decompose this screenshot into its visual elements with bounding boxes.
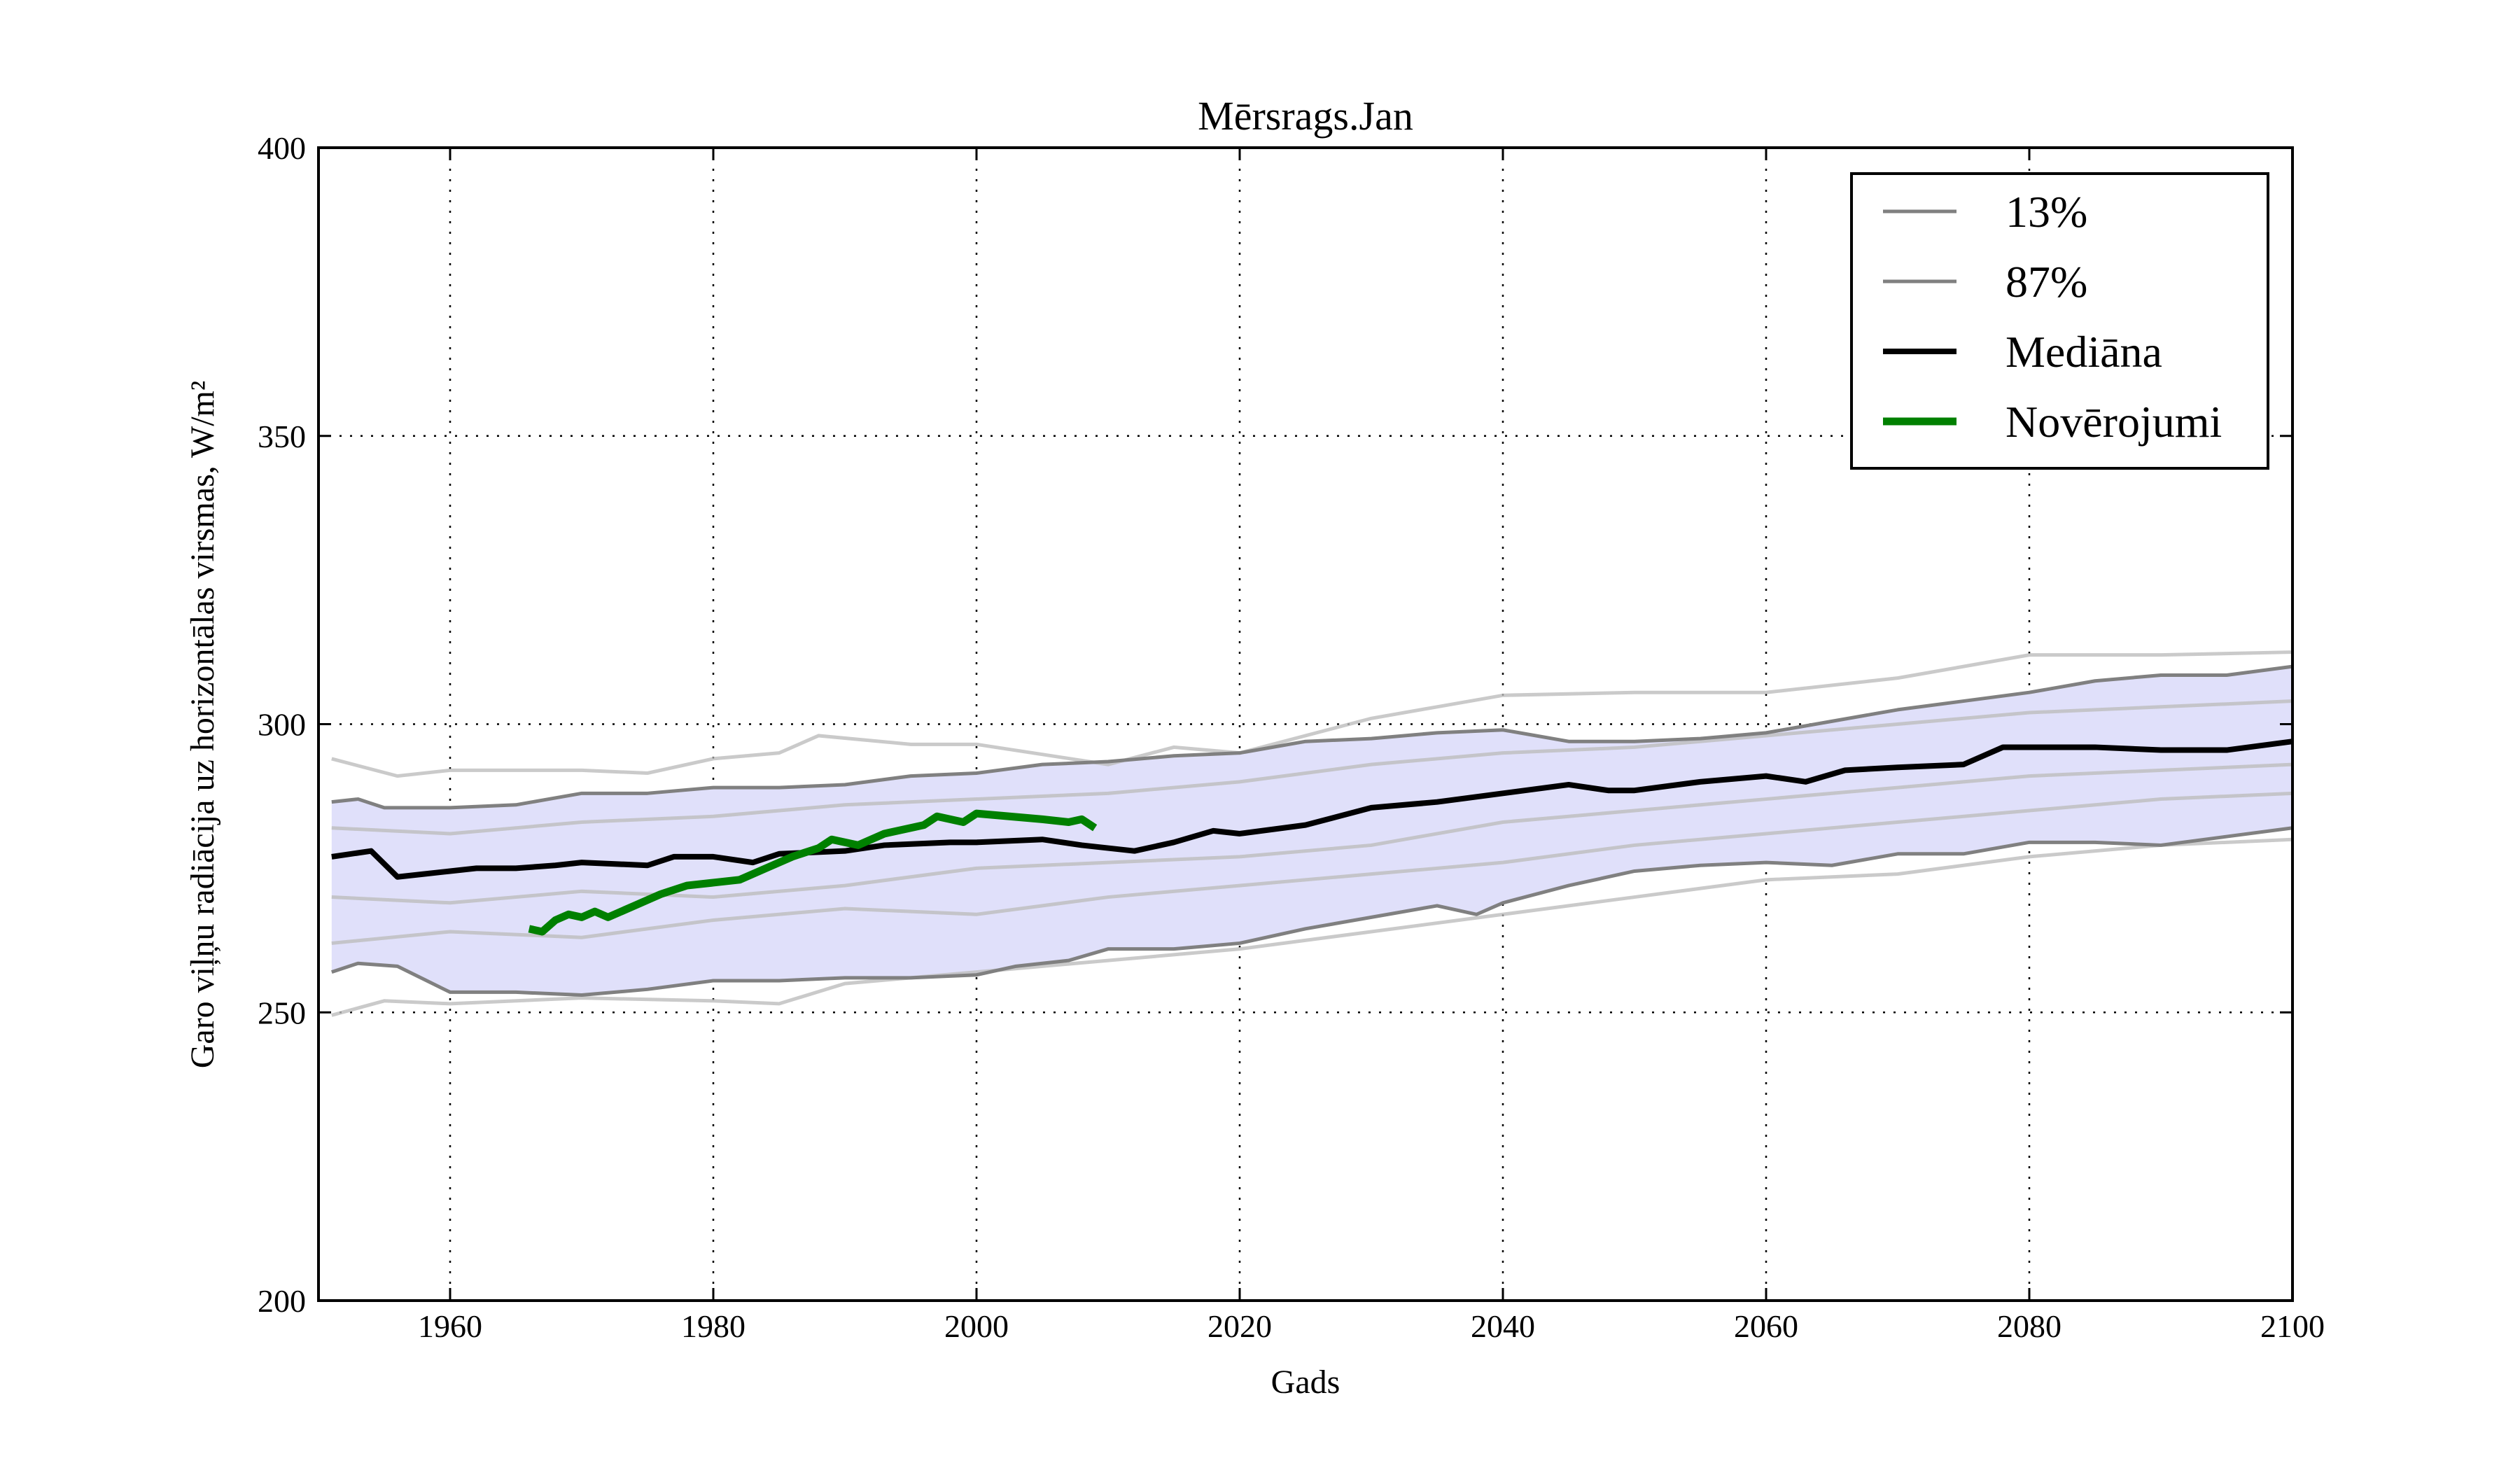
x-tick-label: 2100 — [2260, 1308, 2325, 1344]
x-tick-label: 1980 — [681, 1308, 746, 1344]
median-line — [331, 738, 2293, 880]
percentile-band — [331, 666, 2292, 995]
ensemble-line — [331, 837, 2293, 1017]
ensemble-line — [331, 699, 2293, 836]
x-tick-label: 2020 — [1208, 1308, 1272, 1344]
x-tick-label: 1960 — [418, 1308, 482, 1344]
y-tick-label: 200 — [258, 1283, 306, 1319]
chart-title: Mērsrags.Jan — [1198, 93, 1413, 139]
x-tick-label: 2040 — [1471, 1308, 1535, 1344]
plot-area — [331, 650, 2293, 1017]
p13-line — [331, 826, 2293, 997]
legend: 13% 87% Mediāna Novērojumi — [1850, 172, 2269, 470]
y-axis-label: Garo viļņu radiācija uz horizontālas vir… — [184, 381, 221, 1069]
ensemble-line — [331, 650, 2293, 778]
y-tick-label: 250 — [258, 995, 306, 1030]
legend-label: 87% — [2005, 257, 2087, 307]
x-tick-label: 2060 — [1734, 1308, 1798, 1344]
grid — [318, 148, 2292, 1301]
obs-line — [528, 809, 1098, 936]
x-tick-label: 2000 — [944, 1308, 1009, 1344]
ticks: 1960 1980 2000 2020 2040 2060 2080 2100 200 250 30… — [258, 130, 2325, 1344]
legend-label: Mediāna — [2005, 327, 2162, 377]
y-tick-label: 400 — [258, 130, 306, 166]
legend-label: 13% — [2005, 187, 2087, 237]
ensemble-line — [331, 791, 2293, 945]
ensemble-line — [331, 762, 2293, 905]
x-tick-label: 2080 — [1997, 1308, 2062, 1344]
legend-label: Novērojumi — [2005, 397, 2222, 447]
x-axis-label: Gads — [1271, 1364, 1340, 1401]
p87-line — [331, 664, 2293, 810]
y-tick-label: 350 — [258, 419, 306, 454]
y-tick-label: 300 — [258, 707, 306, 743]
